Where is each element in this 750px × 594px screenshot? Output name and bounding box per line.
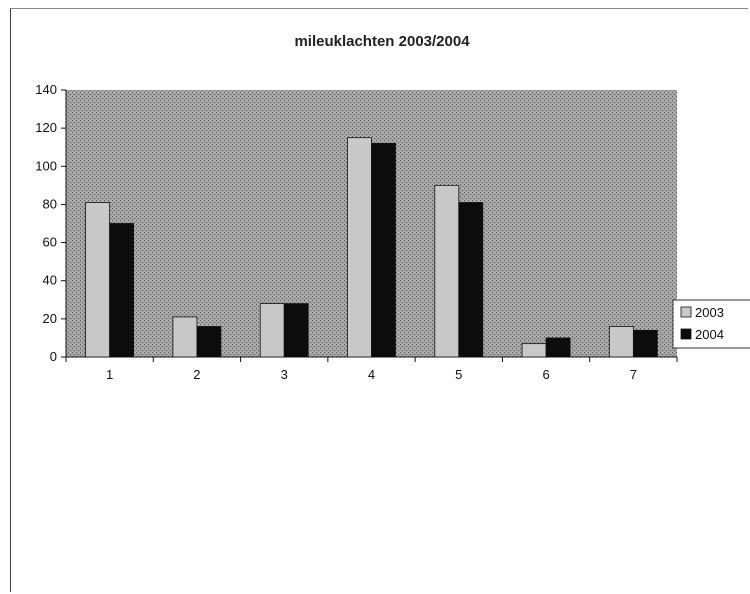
bar-2003-cat-2 [172,316,198,358]
bar-2004-cat-5 [458,202,484,358]
x-tick-label: 6 [542,367,549,382]
x-tick-label: 7 [630,367,637,382]
chart-title: mileuklachten 2003/2004 [294,33,470,50]
bar-2003-cat-3 [259,303,285,358]
bar-2003-cat-7 [608,326,634,358]
bar-2003-cat-5 [434,184,460,358]
y-tick-label: 60 [43,235,57,250]
legend: 2003 2004 [672,299,750,349]
legend-label-2003: 2003 [695,305,724,320]
legend-swatch-2004 [680,328,692,340]
bar-2004-cat-2 [196,326,222,358]
y-tick-label: 100 [35,158,57,173]
y-axis-ticks: 0 20 40 60 80 100 120 140 [35,82,66,364]
x-tick-label: 3 [281,367,288,382]
bar-2004-cat-1 [109,223,135,358]
x-tick-label: 5 [455,367,462,382]
y-tick-label: 80 [43,196,57,211]
y-tick-label: 140 [35,82,57,97]
bar-2003-cat-6 [521,343,547,358]
legend-swatch-2003 [680,306,692,318]
bar-2004-cat-4 [371,142,396,358]
bar-2004-cat-6 [545,337,571,358]
x-tick-label: 2 [193,367,200,382]
y-tick-label: 40 [43,273,57,288]
bar-2003-cat-4 [347,137,372,358]
y-tick-label: 120 [35,120,57,135]
bar-2003-cat-1 [85,202,111,358]
legend-label-2004: 2004 [695,327,724,342]
x-axis-ticks: 1 2 3 4 5 6 7 [65,357,678,382]
bar-2004-cat-7 [632,329,658,358]
bars-group [85,137,658,358]
bar-2004-cat-3 [283,303,309,358]
x-tick-label: 1 [106,367,113,382]
y-tick-label: 0 [50,349,57,364]
x-tick-label: 4 [368,367,375,382]
y-tick-label: 20 [43,311,57,326]
